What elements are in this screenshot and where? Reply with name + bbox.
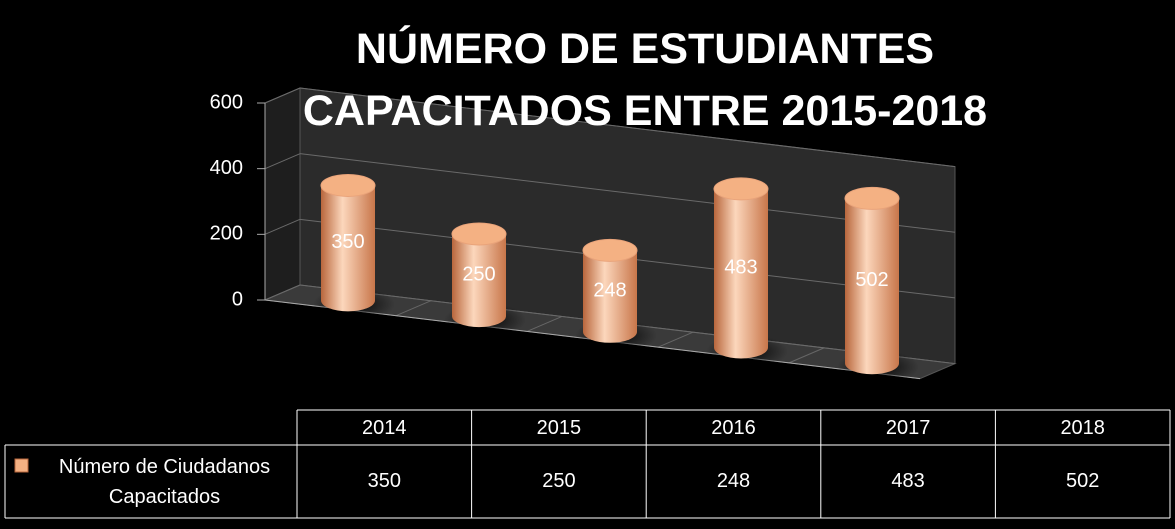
grid-line xyxy=(264,218,301,235)
bar-top xyxy=(844,186,900,210)
table-cell: 350 xyxy=(368,470,401,492)
bar xyxy=(845,198,899,375)
legend-label: Número de Ciudadanos Capacitados xyxy=(58,456,271,508)
table-header: 2017 xyxy=(886,417,931,439)
grid-line xyxy=(299,87,956,168)
y-tick-label: 200 xyxy=(210,223,243,245)
chart-title: NÚMERO DE ESTUDIANTES CAPACITADOS ENTRE … xyxy=(302,25,988,135)
y-tick-label: 600 xyxy=(210,91,243,113)
bar-top xyxy=(582,238,638,262)
table-cell: 250 xyxy=(542,470,575,492)
y-tick-label: 400 xyxy=(210,157,243,179)
floor-divider xyxy=(395,300,432,317)
bar-top xyxy=(451,222,507,246)
bar xyxy=(321,185,375,312)
table-header: 2016 xyxy=(711,417,756,439)
legend-marker xyxy=(14,458,29,473)
data-label: 248 xyxy=(593,279,626,301)
bar xyxy=(583,250,637,343)
table-header: 2014 xyxy=(362,417,407,439)
bar-top xyxy=(320,173,376,197)
grid-line xyxy=(264,284,301,301)
data-label: 502 xyxy=(855,269,888,291)
table-header: 2018 xyxy=(1060,417,1105,439)
floor-divider xyxy=(788,347,825,364)
grid-line xyxy=(264,87,301,104)
grid-line xyxy=(264,153,301,170)
table-header: 2015 xyxy=(537,417,582,439)
floor-divider xyxy=(526,315,563,332)
table-cell: 502 xyxy=(1066,470,1099,492)
data-label: 350 xyxy=(331,231,364,253)
bar-top xyxy=(713,177,769,201)
data-label: 483 xyxy=(724,257,757,279)
bar xyxy=(714,188,768,359)
y-tick-label: 0 xyxy=(232,288,243,310)
data-label: 250 xyxy=(462,263,495,285)
table-cell: 248 xyxy=(717,470,750,492)
bar xyxy=(452,233,506,328)
floor-divider xyxy=(657,331,694,348)
table-cell: 483 xyxy=(891,470,924,492)
